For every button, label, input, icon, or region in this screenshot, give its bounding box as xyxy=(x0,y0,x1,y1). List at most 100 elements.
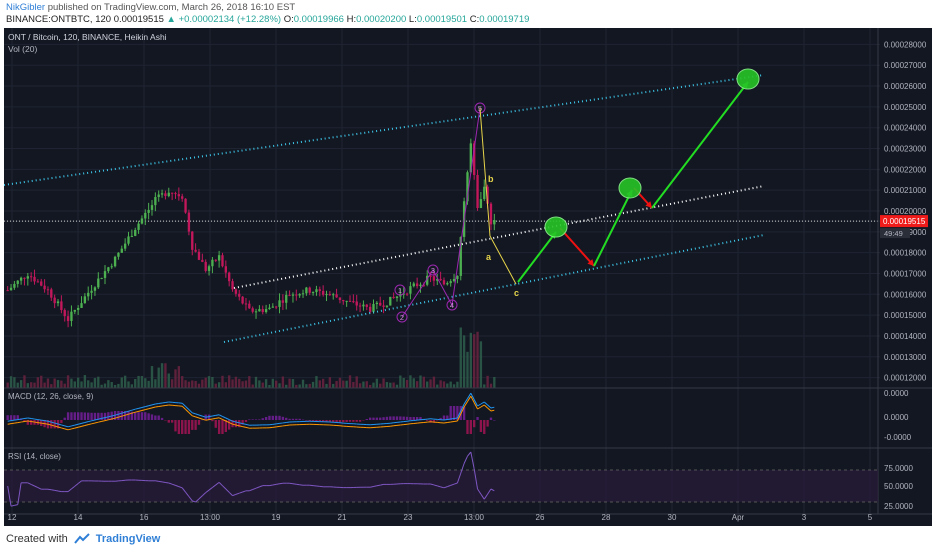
volume-bar xyxy=(217,382,221,388)
macd-histogram-bar xyxy=(395,416,399,420)
macd-signal-line xyxy=(477,406,482,410)
macd-histogram-bar xyxy=(308,420,311,422)
candle-body xyxy=(365,304,368,307)
rsi-line xyxy=(77,480,82,484)
time-tick-label: 13:00 xyxy=(200,513,221,522)
macd-line xyxy=(125,410,129,413)
macd-signal-line xyxy=(185,409,190,413)
macd-histogram-bar xyxy=(486,420,489,427)
macd-histogram-bar xyxy=(244,420,248,422)
candle-body xyxy=(120,248,123,253)
candle-body xyxy=(325,294,328,296)
chart-svg[interactable]: 0.00028000 0.00027000 0.00026000 0.00025000… xyxy=(3,28,932,526)
candle-body xyxy=(345,300,348,302)
volume-bar xyxy=(258,380,261,388)
volume-bar xyxy=(154,379,157,388)
macd-signal-line xyxy=(88,423,92,426)
volume-bar xyxy=(134,378,137,388)
rsi-line xyxy=(252,487,257,490)
macd-line xyxy=(151,403,156,406)
candle-body xyxy=(123,243,127,249)
volume-bar xyxy=(207,376,211,388)
macd-line xyxy=(205,416,210,418)
macd-histogram-bar xyxy=(439,417,442,420)
macd-histogram-bar xyxy=(436,420,439,421)
macd-histogram-bar xyxy=(93,412,97,420)
volume-bar xyxy=(382,378,385,388)
rsi-line xyxy=(218,482,223,487)
macd-line xyxy=(195,413,200,416)
rsi-line xyxy=(477,488,482,495)
chart-area[interactable]: 0.00028000 0.00027000 0.00026000 0.00025000… xyxy=(3,28,932,526)
volume-bar xyxy=(97,376,100,388)
rsi-line xyxy=(205,489,210,493)
rsi-line xyxy=(57,490,62,493)
macd-line xyxy=(155,403,159,405)
rsi-line xyxy=(54,489,59,492)
volume-bar xyxy=(271,378,274,388)
author-link[interactable]: NikGibler xyxy=(6,2,46,13)
macd-signal-line xyxy=(44,423,49,425)
macd-histogram-bar xyxy=(318,420,321,422)
chart-title: ONT / Bitcoin, 120, BINANCE, Heikin Ashi xyxy=(8,32,167,42)
macd-histogram-bar xyxy=(23,420,26,422)
macd-signal-line xyxy=(155,406,159,408)
volume-bar xyxy=(338,377,342,388)
rsi-line xyxy=(279,482,283,485)
volume-bar xyxy=(288,378,291,388)
macd-histogram-bar xyxy=(258,419,261,420)
macd-histogram-bar xyxy=(217,420,221,434)
candle-body xyxy=(308,287,311,293)
macd-signal-line xyxy=(161,405,166,407)
tradingview-brand[interactable]: TradingView xyxy=(95,533,161,545)
macd-histogram-bar xyxy=(456,406,459,420)
volume-bar xyxy=(46,378,50,388)
candle-body xyxy=(50,289,53,298)
price-tick-label: 0.00024000 xyxy=(884,124,927,133)
volume-bar xyxy=(150,366,154,388)
macd-histogram-bar xyxy=(389,416,392,420)
candle-body xyxy=(261,309,264,313)
macd-histogram-bar xyxy=(476,417,479,420)
rsi-line xyxy=(158,480,163,483)
macd-signal-line xyxy=(24,420,28,423)
macd-histogram-bar xyxy=(170,420,174,423)
macd-histogram-bar xyxy=(224,420,228,432)
macd-histogram-bar xyxy=(147,413,150,420)
macd-histogram-bar xyxy=(419,417,422,420)
macd-histogram-bar xyxy=(83,412,87,420)
macd-signal-line xyxy=(148,407,153,410)
volume-bar xyxy=(174,369,177,388)
macd-tick-label: -0.0000 xyxy=(884,433,912,442)
candle-body xyxy=(154,197,157,206)
rsi-line xyxy=(185,491,190,497)
macd-line xyxy=(456,410,462,419)
volume-bar xyxy=(291,379,295,388)
macd-signal-line xyxy=(228,422,233,425)
macd-histogram-bar xyxy=(295,418,298,420)
volume-bar xyxy=(87,380,90,388)
last-price-label: 0.00019515 xyxy=(883,217,926,226)
macd-signal-line xyxy=(141,409,146,411)
macd-histogram-bar xyxy=(234,420,238,428)
volume-bar xyxy=(211,376,214,388)
macd-line xyxy=(61,424,65,427)
macd-histogram-bar xyxy=(462,406,466,420)
macd-signal-line xyxy=(108,418,112,421)
macd-signal-line xyxy=(64,428,69,431)
countdown-tag xyxy=(880,228,910,239)
rsi-line xyxy=(235,492,240,495)
rsi-line xyxy=(480,493,485,500)
macd-signal-line xyxy=(232,423,237,426)
macd-histogram-bar xyxy=(231,420,234,428)
macd-histogram-bar xyxy=(392,416,395,420)
macd-line xyxy=(450,418,455,420)
macd-line xyxy=(235,421,240,424)
candle-body xyxy=(328,294,332,296)
candle-body xyxy=(66,316,70,321)
rsi-line xyxy=(437,485,441,488)
macd-histogram-bar xyxy=(87,412,90,420)
macd-histogram-bar xyxy=(90,412,93,420)
rsi-line xyxy=(208,487,213,491)
macd-histogram-bar xyxy=(321,420,325,422)
